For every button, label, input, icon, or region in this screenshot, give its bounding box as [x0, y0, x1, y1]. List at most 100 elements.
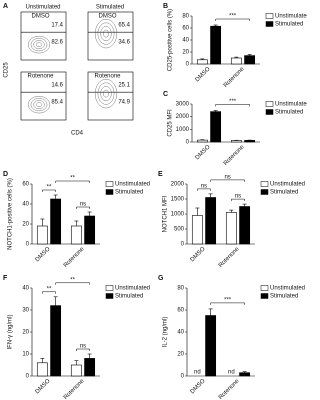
panel-label: E [158, 171, 163, 178]
bar [239, 206, 251, 245]
y-tick-label: 500 [174, 227, 185, 233]
y-tick-label: 0 [186, 140, 190, 146]
percentage: 17.4 [51, 23, 63, 29]
percentage: 85.4 [51, 100, 63, 106]
legend-swatch [265, 13, 274, 19]
sig-label: ns [80, 344, 86, 350]
sig-label: ns [80, 202, 86, 208]
y-axis-label: CD25 MFI [168, 109, 174, 137]
axis-label: CD25 [4, 62, 10, 78]
sig-bracket [210, 179, 245, 182]
panel-label: A [3, 3, 8, 10]
x-tick-label: DMSO [35, 378, 52, 395]
legend-swatch [105, 293, 114, 299]
bar [225, 212, 237, 245]
y-tick-label: 40 [22, 202, 29, 208]
sig-label: ns [224, 174, 230, 180]
sig-label: *** [229, 99, 237, 105]
contour [100, 86, 112, 102]
legend-label: Stimulated [115, 190, 143, 196]
legend-swatch [260, 181, 269, 187]
y-tick-label: 60 [182, 26, 189, 32]
y-axis-label: CD25-positive cells (%) [168, 9, 174, 71]
legend-swatch [105, 285, 114, 291]
legend-swatch [265, 21, 274, 27]
sig-bracket [42, 291, 56, 294]
sig-label: *** [229, 14, 237, 20]
axis-label: CD4 [71, 131, 84, 137]
contour [97, 82, 115, 105]
sig-bracket [76, 206, 90, 209]
bar [84, 215, 96, 245]
flow-plot [20, 11, 67, 61]
panel-label: D [3, 171, 8, 178]
contour [103, 29, 109, 38]
bar [70, 364, 82, 377]
y-tick-label: 1000 [171, 212, 185, 218]
y-tick-label: 1000 [176, 127, 190, 133]
percentage: 74.9 [118, 100, 130, 106]
y-axis-label: IL-2 (ng/ml) [163, 317, 169, 348]
contour [30, 38, 48, 52]
x-tick-label: Rotenone [223, 66, 246, 89]
contour [33, 40, 45, 50]
y-tick-label: 20 [182, 50, 189, 56]
sig-bracket [210, 302, 245, 305]
bar [239, 372, 251, 377]
legend-label: Stimulated [275, 22, 303, 28]
y-tick-label: 30 [22, 308, 29, 314]
bar [230, 57, 242, 65]
legend-swatch [105, 189, 114, 195]
y-tick-label: 2000 [176, 114, 190, 120]
sig-label: *** [224, 297, 232, 303]
sig-label: ** [47, 185, 52, 191]
legend-label: Stimulated [270, 294, 298, 300]
row-label: Rotenone [27, 74, 54, 80]
x-tick-label: Rotenone [63, 246, 86, 269]
bar [84, 358, 96, 377]
contour [94, 18, 117, 49]
sig-label: ns [235, 194, 241, 200]
y-tick-label: 20 [177, 352, 184, 358]
legend-label: Unstimulated [270, 182, 305, 188]
bar [210, 25, 222, 65]
x-tick-label: DMSO [195, 144, 212, 161]
y-tick-label: 0 [181, 374, 185, 380]
y-tick-label: 60 [177, 308, 184, 314]
y-tick-label: 60 [22, 182, 29, 188]
row-label: DMSO [99, 14, 117, 20]
percentage: 65.4 [118, 23, 130, 29]
bar [36, 225, 48, 245]
bar [50, 305, 62, 377]
bar [70, 225, 82, 245]
sig-bracket [231, 198, 245, 202]
bar [210, 111, 222, 143]
y-tick-label: 20 [22, 330, 29, 336]
sig-bracket [215, 104, 250, 107]
legend-label: Stimulated [115, 294, 143, 300]
column-label: Stimulated [96, 5, 124, 11]
bar [205, 197, 217, 245]
legend-label: Unstimulated [275, 14, 307, 20]
x-tick-label: DMSO [190, 378, 207, 395]
x-tick-label: DMSO [35, 246, 52, 263]
legend-swatch [265, 101, 274, 107]
y-tick-label: 40 [182, 38, 189, 44]
panel-label: G [158, 275, 164, 282]
legend-label: Unstimulated [270, 286, 305, 292]
bar [244, 55, 256, 65]
y-axis-label: IFN-γ (ng/ml) [8, 315, 14, 350]
percentage: 82.6 [51, 40, 63, 46]
sig-bracket [55, 282, 90, 285]
bar [196, 139, 208, 143]
figure: A Unstimulated StimulatedCD25CD4DMSO17.48… [3, 3, 307, 400]
panel-label: B [163, 3, 168, 10]
sig-bracket [215, 18, 250, 21]
row-label: DMSO [32, 14, 50, 20]
y-tick-label: 0 [26, 374, 30, 380]
contour [30, 98, 48, 112]
y-tick-label: 2000 [171, 182, 185, 188]
y-tick-label: 0 [181, 242, 185, 248]
contour [28, 36, 51, 54]
percentage: 34.6 [118, 40, 130, 46]
